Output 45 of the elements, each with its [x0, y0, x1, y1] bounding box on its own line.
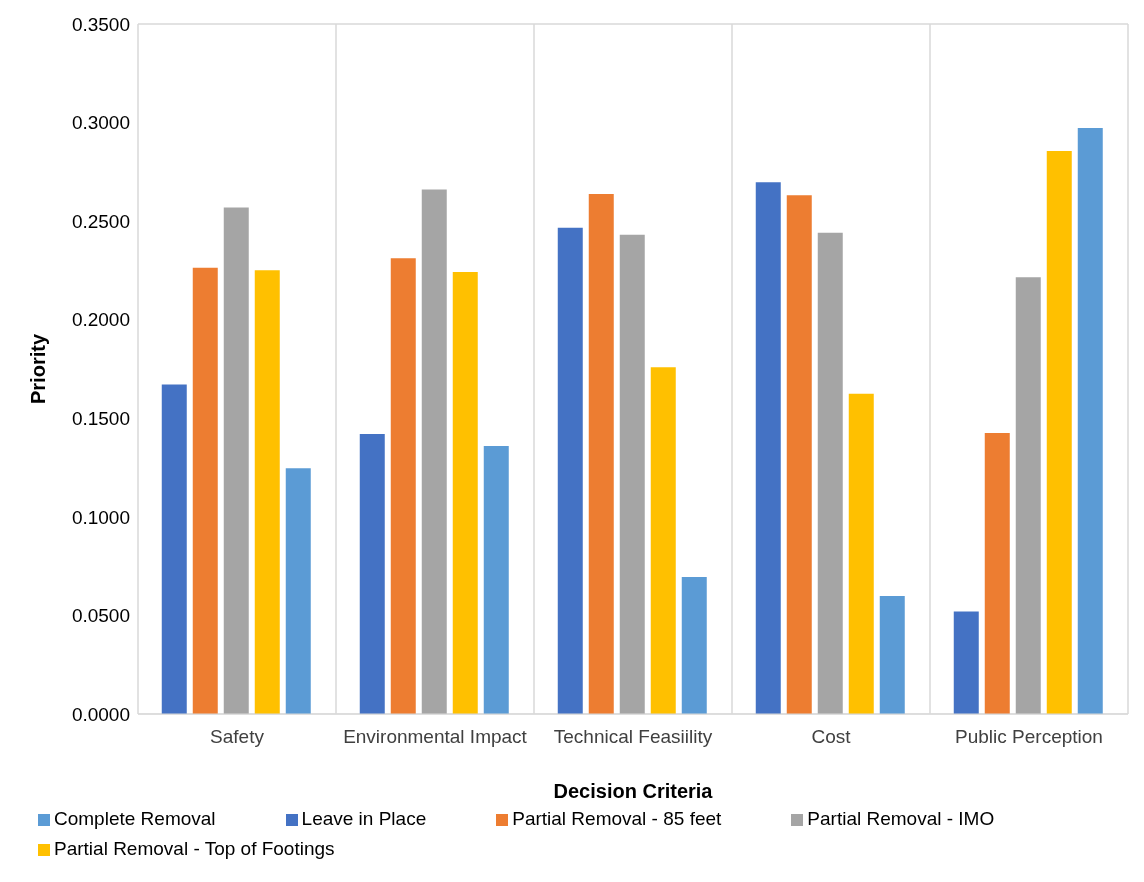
- y-axis-title: Priority: [27, 333, 50, 405]
- bar: [359, 434, 385, 714]
- y-tick-label: 0.2000: [71, 309, 130, 331]
- y-tick-label: 0.2500: [71, 210, 130, 232]
- bar: [483, 445, 509, 714]
- bar: [984, 433, 1010, 714]
- legend-label: Partial Removal - IMO: [807, 808, 995, 829]
- y-tick-label: 0.0500: [71, 605, 130, 627]
- bar: [817, 232, 843, 714]
- legend-label: Partial Removal - 85 feet: [512, 808, 722, 829]
- legend-label: Complete Removal: [54, 808, 216, 829]
- y-tick-label: 0.1500: [71, 408, 130, 430]
- bar: [848, 393, 874, 714]
- bar: [1046, 150, 1072, 714]
- bar: [619, 234, 645, 714]
- legend-label: Leave in Place: [301, 808, 427, 829]
- x-tick-label: Environmental Impact: [343, 726, 528, 748]
- bar: [588, 193, 614, 714]
- x-tick-label: Safety: [210, 726, 265, 748]
- y-tick-label: 0.3500: [71, 13, 130, 35]
- bar: [223, 207, 249, 714]
- bar: [390, 258, 416, 714]
- bar: [285, 468, 311, 714]
- legend-label: Partial Removal - Top of Footings: [54, 838, 335, 859]
- x-tick-label: Technical Feasiility: [553, 726, 713, 748]
- bar: [755, 182, 781, 714]
- bar: [681, 576, 707, 714]
- bar: [650, 367, 676, 714]
- x-tick-label: Public Perception: [955, 726, 1103, 748]
- bar: [557, 227, 583, 714]
- bar: [1077, 127, 1103, 714]
- y-tick-label: 0.0000: [71, 703, 130, 725]
- bar: [879, 596, 905, 714]
- bar: [1015, 277, 1041, 714]
- bar: [421, 189, 447, 714]
- bar: [452, 272, 478, 714]
- bar: [254, 270, 280, 714]
- bar: [953, 611, 979, 714]
- bar: [192, 267, 218, 714]
- x-axis-title: Decision Criteria: [553, 780, 714, 802]
- y-tick-label: 0.1000: [71, 506, 130, 528]
- x-tick-label: Cost: [811, 726, 852, 748]
- bar: [786, 195, 812, 714]
- bar: [161, 384, 187, 714]
- y-tick-label: 0.3000: [71, 112, 130, 134]
